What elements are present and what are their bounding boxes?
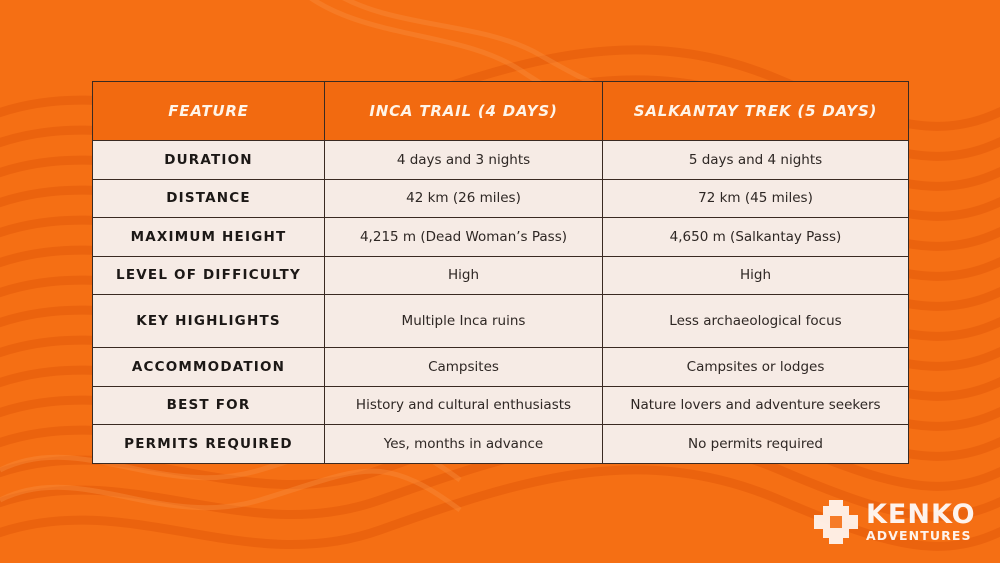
inca-difficulty: High [324, 255, 603, 295]
table-header-row: FEATURE INCA TRAIL (4 DAYS) SALKANTAY TR… [92, 81, 909, 141]
inca-duration: 4 days and 3 nights [324, 140, 603, 180]
row-label-key-highlights: KEY HIGHLIGHTS [92, 294, 325, 348]
logo-name: KENKO [866, 499, 976, 530]
table-row: DISTANCE 42 km (26 miles) 72 km (45 mile… [92, 178, 909, 218]
row-label-duration: DURATION [92, 140, 325, 180]
row-label-accommodation: ACCOMMODATION [92, 347, 325, 387]
header-salkantay-trek: SALKANTAY TREK (5 DAYS) [602, 81, 909, 141]
inca-permits-required: Yes, months in advance [324, 424, 603, 464]
table-row: PERMITS REQUIRED Yes, months in advance … [92, 424, 909, 464]
inca-key-highlights: Multiple Inca ruins [324, 294, 603, 348]
row-label-distance: DISTANCE [92, 178, 325, 218]
salkantay-duration: 5 days and 4 nights [602, 140, 909, 180]
salkantay-permits-required: No permits required [602, 424, 909, 464]
salkantay-difficulty: High [602, 255, 909, 295]
chakana-cross-icon [814, 500, 858, 544]
inca-maximum-height: 4,215 m (Dead Woman’s Pass) [324, 217, 603, 257]
comparison-table: FEATURE INCA TRAIL (4 DAYS) SALKANTAY TR… [92, 81, 909, 464]
salkantay-distance: 72 km (45 miles) [602, 178, 909, 218]
table-row: MAXIMUM HEIGHT 4,215 m (Dead Woman’s Pas… [92, 217, 909, 257]
table-row: ACCOMMODATION Campsites Campsites or lod… [92, 347, 909, 387]
comparison-table-container: FEATURE INCA TRAIL (4 DAYS) SALKANTAY TR… [92, 81, 909, 464]
salkantay-best-for: Nature lovers and adventure seekers [602, 385, 909, 425]
header-inca-trail: INCA TRAIL (4 DAYS) [324, 81, 603, 141]
table-row: LEVEL OF DIFFICULTY High High [92, 255, 909, 295]
logo-subtitle: ADVENTURES [866, 528, 972, 543]
table-row: KEY HIGHLIGHTS Multiple Inca ruins Less … [92, 294, 909, 348]
row-label-difficulty: LEVEL OF DIFFICULTY [92, 255, 325, 295]
inca-best-for: History and cultural enthusiasts [324, 385, 603, 425]
salkantay-accommodation: Campsites or lodges [602, 347, 909, 387]
row-label-maximum-height: MAXIMUM HEIGHT [92, 217, 325, 257]
inca-distance: 42 km (26 miles) [324, 178, 603, 218]
salkantay-key-highlights: Less archaeological focus [602, 294, 909, 348]
table-row: DURATION 4 days and 3 nights 5 days and … [92, 140, 909, 180]
salkantay-maximum-height: 4,650 m (Salkantay Pass) [602, 217, 909, 257]
kenko-adventures-logo: KENKO ADVENTURES [812, 496, 982, 548]
row-label-best-for: BEST FOR [92, 385, 325, 425]
header-feature: FEATURE [92, 81, 325, 141]
table-row: BEST FOR History and cultural enthusiast… [92, 385, 909, 425]
row-label-permits-required: PERMITS REQUIRED [92, 424, 325, 464]
inca-accommodation: Campsites [324, 347, 603, 387]
